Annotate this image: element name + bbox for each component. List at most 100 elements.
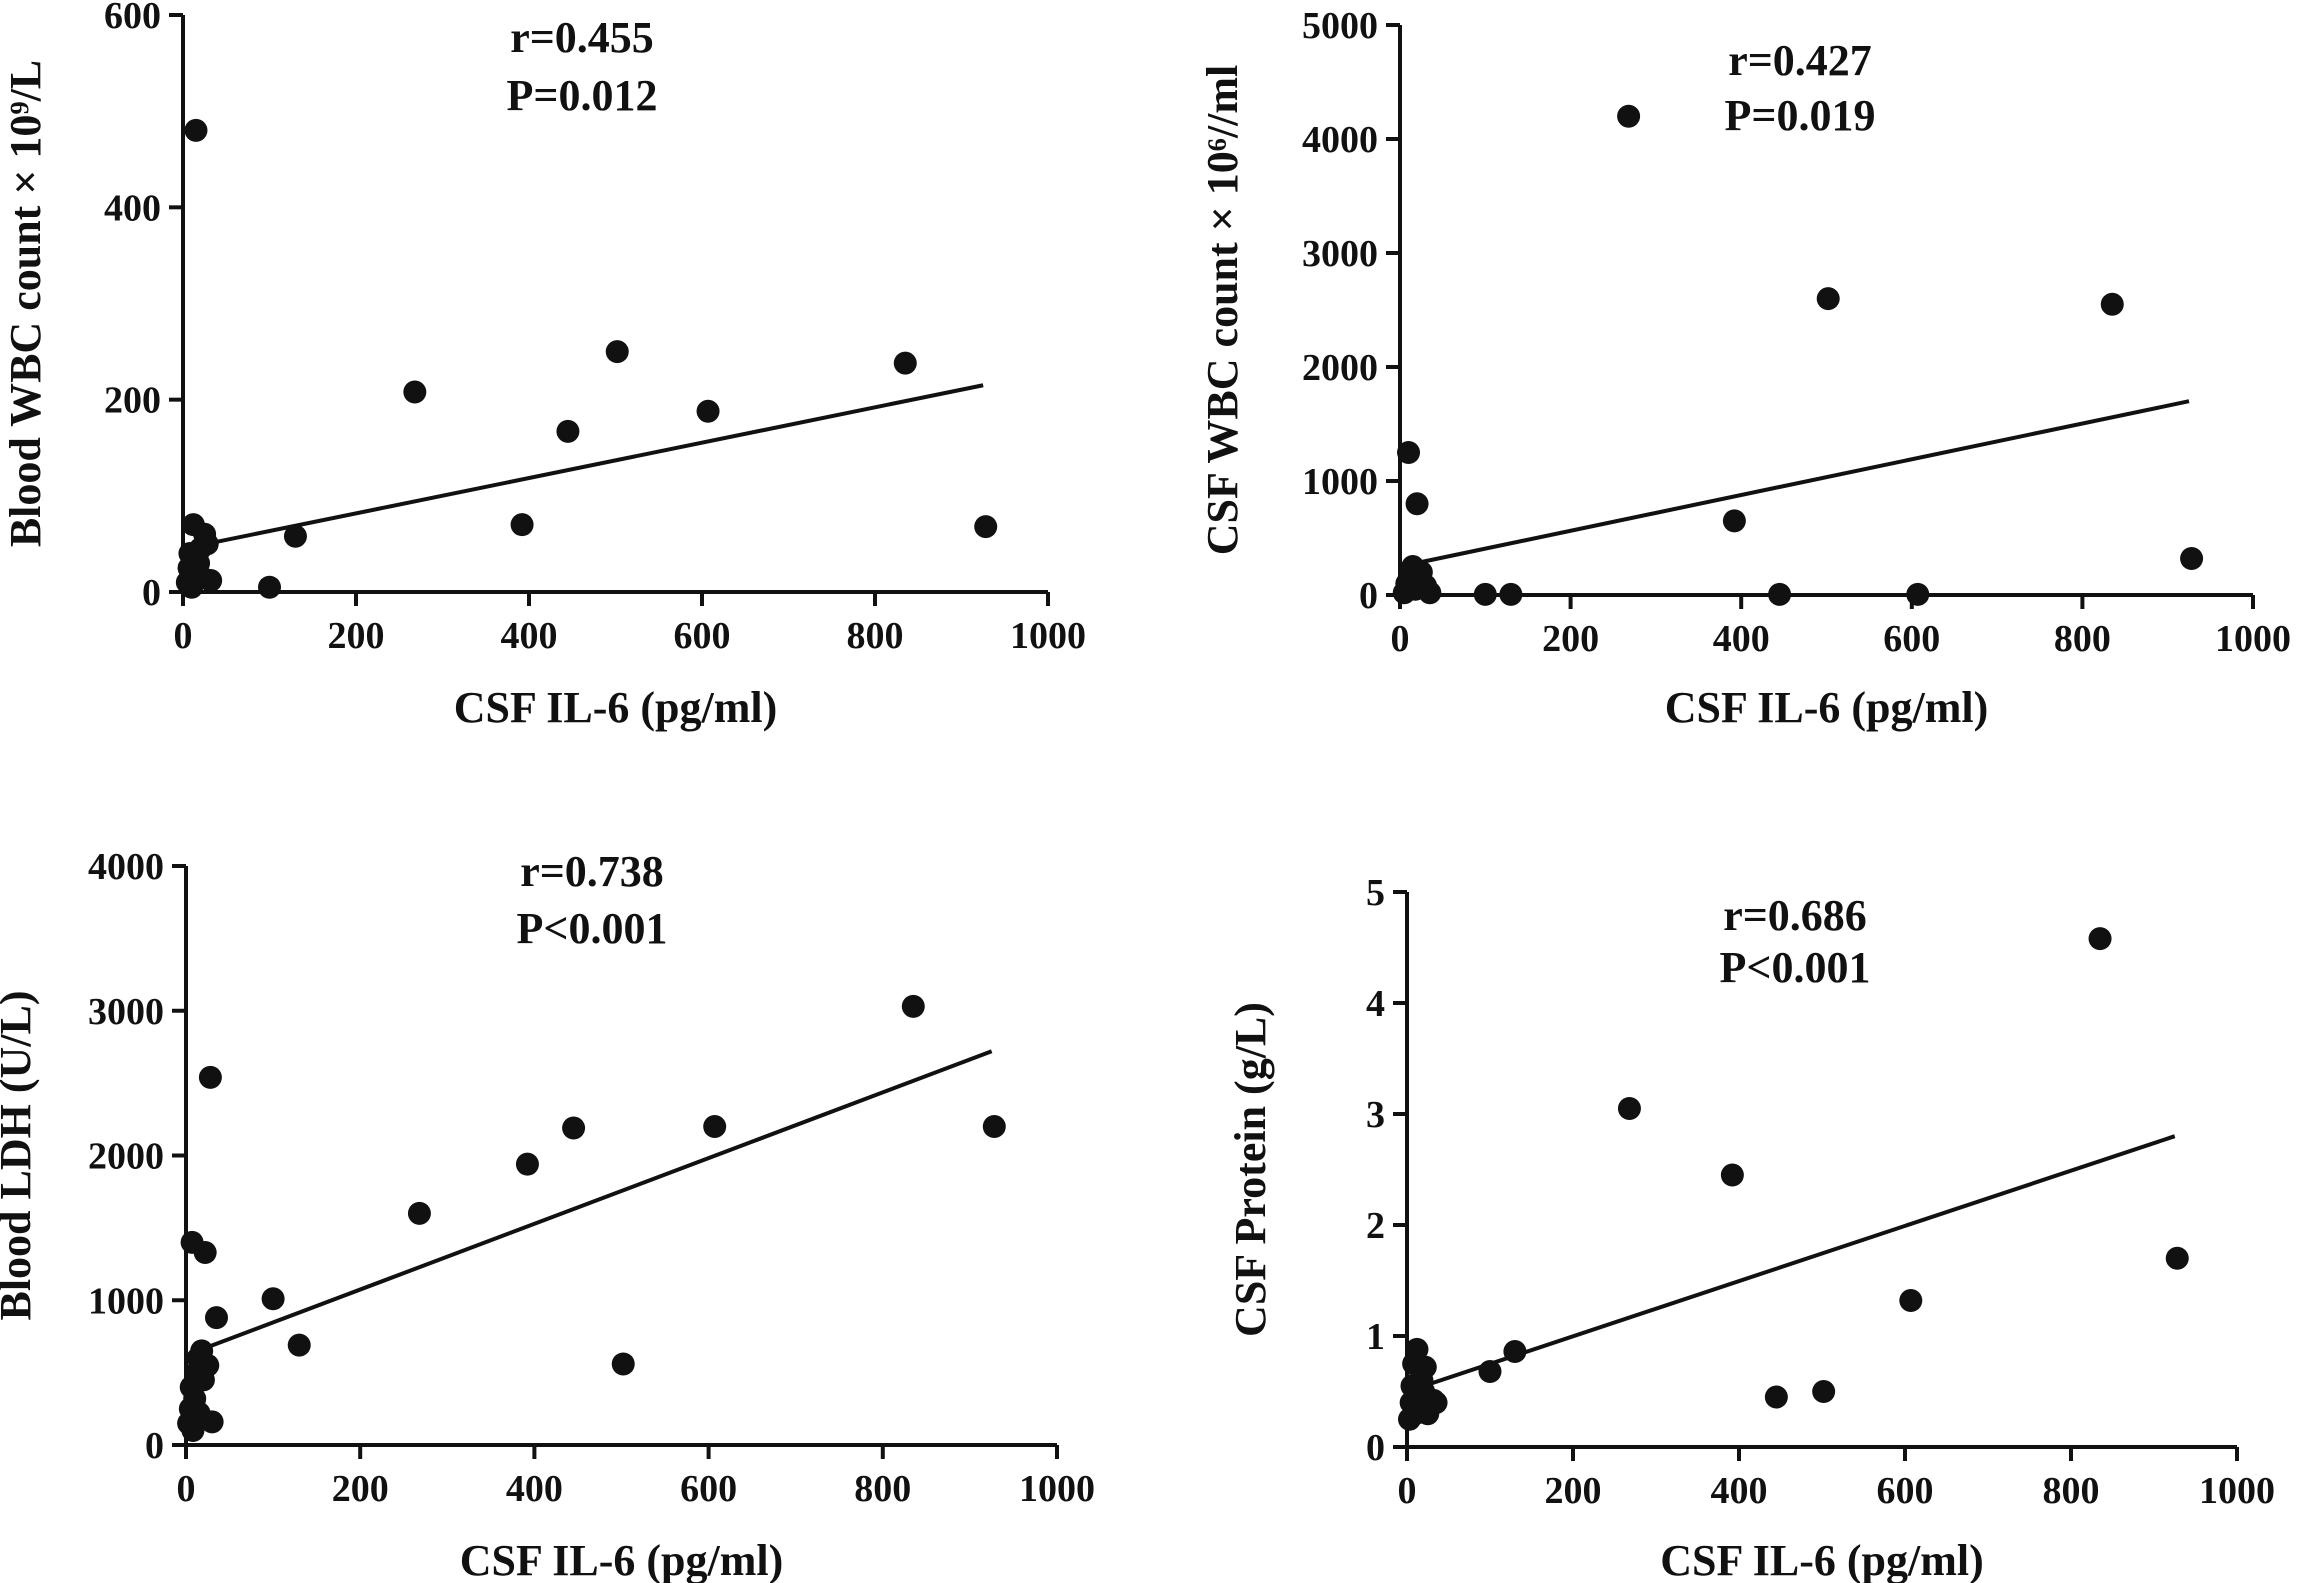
data-point [974, 515, 998, 539]
x-tick-label: 1000 [1010, 615, 1086, 657]
y-tick-label: 1000 [1302, 461, 1378, 503]
x-tick-label: 800 [2054, 618, 2111, 660]
data-point [556, 419, 580, 443]
panel-csf-wbc: 0 200 400 600 800 1000 0 1000 2000 3000 4000 5000 CS… [1198, 5, 2291, 732]
data-point [200, 1410, 224, 1434]
y-tick-label: 3000 [88, 991, 164, 1033]
data-point [1405, 1337, 1429, 1361]
p-value: P=0.012 [507, 71, 658, 120]
x-tick-label: 200 [328, 615, 385, 657]
x-tick-label: 200 [1545, 1470, 1602, 1512]
data-point [287, 1333, 311, 1357]
x-tick-label: 600 [1877, 1470, 1934, 1512]
data-point [1473, 582, 1497, 606]
data-point [1424, 1391, 1448, 1415]
data-point [562, 1116, 586, 1140]
data-point [403, 380, 427, 404]
regression-line [185, 1049, 993, 1358]
x-tick-label: 400 [1711, 1470, 1768, 1512]
p-value: P=0.019 [1725, 91, 1876, 140]
data-point [1816, 287, 1840, 311]
x-tick-label: 800 [2043, 1470, 2100, 1512]
y-tick-label: 0 [145, 1425, 164, 1467]
panel-blood-wbc: 0 200 400 600 800 1000 0 200 400 600 CSF IL-6 (pg/… [1, 0, 1086, 732]
regression-line [182, 383, 984, 551]
x-tick-label: 200 [332, 1468, 389, 1510]
regression-line [1406, 1134, 2176, 1394]
y-tick-label: 2000 [88, 1136, 164, 1178]
data-point [283, 524, 307, 548]
y-axis-label: CSF Protein (g/L) [1226, 1002, 1275, 1337]
data-point [195, 532, 219, 556]
data-point [515, 1152, 539, 1176]
correlation-r: r=0.738 [520, 847, 664, 896]
data-point [696, 399, 720, 423]
y-tick-label: 5 [1366, 872, 1385, 914]
panel-csf-protein: 0 200 400 600 800 1000 0 1 2 3 4 5 CSF IL-6 (pg/ml) C… [1226, 872, 2275, 1583]
x-tick-label: 200 [1542, 618, 1599, 660]
data-point [1478, 1360, 1502, 1384]
y-tick-label: 1 [1366, 1316, 1385, 1358]
data-point [199, 568, 223, 592]
x-axis-label: CSF IL-6 (pg/ml) [460, 1536, 784, 1583]
x-axis-label: CSF IL-6 (pg/ml) [1660, 1536, 1984, 1583]
data-point [196, 1353, 220, 1377]
data-point [2180, 547, 2204, 571]
data-point [703, 1115, 727, 1139]
data-point [1499, 582, 1523, 606]
data-point [901, 994, 925, 1018]
y-axis-label: Blood LDH (U/L) [0, 990, 40, 1320]
y-tick-label: 4000 [88, 846, 164, 888]
data-point [1768, 582, 1792, 606]
x-tick-label: 400 [506, 1468, 563, 1510]
data-point [611, 1352, 635, 1376]
y-axis-label: Blood WBC count × 10⁹/L [1, 60, 50, 547]
data-point [258, 575, 281, 599]
y-tick-label: 2000 [1302, 347, 1378, 389]
data-point [1413, 1355, 1437, 1379]
data-point [1418, 581, 1442, 605]
correlation-r: r=0.686 [1723, 891, 1867, 940]
data-point [893, 351, 917, 375]
data-point [261, 1287, 285, 1311]
data-point [1720, 1163, 1744, 1187]
data-point [2100, 292, 2124, 316]
data-point [204, 1306, 228, 1330]
y-axis-label: CSF WBC count × 10⁶//ml [1198, 65, 1247, 556]
x-axis-label: CSF IL-6 (pg/ml) [454, 683, 778, 732]
data-point [510, 513, 534, 537]
x-tick-label: 800 [854, 1468, 911, 1510]
y-tick-label: 200 [104, 380, 161, 422]
x-tick-label: 400 [1713, 618, 1770, 660]
data-point [1722, 509, 1746, 533]
data-point [605, 340, 629, 364]
y-tick-label: 1000 [88, 1280, 164, 1322]
y-tick-label: 4 [1366, 983, 1385, 1025]
data-point [982, 1115, 1006, 1139]
y-tick-label: 3 [1366, 1094, 1385, 1136]
p-value: P<0.001 [517, 904, 668, 953]
data-point [2088, 927, 2112, 951]
data-point [2165, 1246, 2189, 1270]
y-tick-label: 0 [1359, 575, 1378, 617]
x-tick-label: 0 [1391, 618, 1410, 660]
y-tick-label: 600 [104, 0, 161, 37]
x-tick-label: 600 [1883, 618, 1940, 660]
data-point [1397, 441, 1421, 464]
data-point [193, 1240, 217, 1264]
y-tick-label: 3000 [1302, 233, 1378, 275]
data-point [1617, 104, 1641, 128]
x-tick-label: 0 [174, 615, 193, 657]
x-tick-label: 1000 [2215, 618, 2291, 660]
data-point [1906, 582, 1930, 606]
regression-line [1399, 399, 2190, 569]
data-point [1503, 1340, 1527, 1364]
x-tick-label: 600 [680, 1468, 737, 1510]
data-point [407, 1201, 431, 1225]
y-tick-label: 4000 [1302, 119, 1378, 161]
data-point [1764, 1385, 1788, 1409]
y-tick-label: 5000 [1302, 5, 1378, 47]
data-point [1812, 1380, 1836, 1403]
y-tick-label: 2 [1366, 1205, 1385, 1247]
data-point [198, 1065, 222, 1089]
